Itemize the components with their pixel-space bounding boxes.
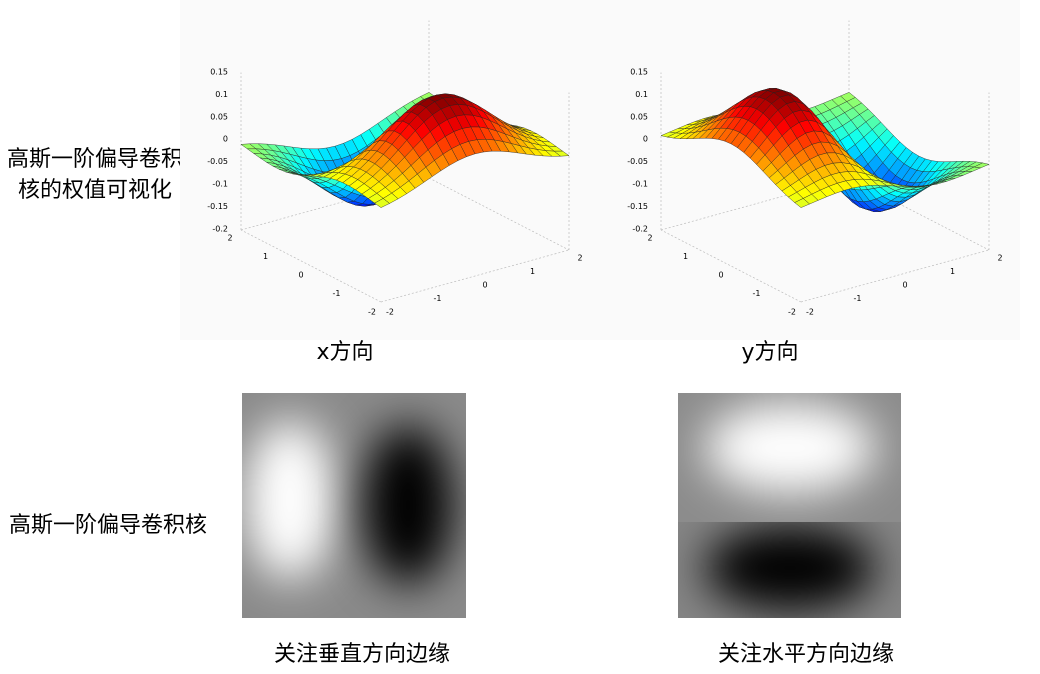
x-tick-label: 2 [577,254,582,263]
surface-patch [374,198,390,208]
box-line [380,249,570,303]
z-tick-label: -0.2 [212,224,228,233]
y-tick-label: 0 [298,271,303,280]
z-tick-label: -0.05 [627,157,648,166]
caption: 关注垂直方向边缘 [273,642,450,667]
y-tick-label: 2 [227,234,232,243]
x-tick-label: 1 [530,267,535,276]
x-tick-label: -1 [434,294,442,303]
caption: x方向 [316,340,374,365]
z-tick-label: 0.05 [630,112,648,121]
y-tick-label: -1 [753,289,761,298]
z-tick-label: -0.1 [632,180,648,189]
box-line [800,249,990,303]
z-tick-label: 0 [223,135,228,144]
row-label: 高斯一阶偏导卷积核 [8,513,207,538]
z-tick-label: 0.05 [210,112,228,121]
x-tick-label: -2 [386,308,394,317]
x-tick-label: -2 [806,308,814,317]
z-tick-label: -0.15 [627,202,648,211]
kernel-image [678,393,901,618]
kernel-image [242,393,466,618]
z-tick-label: 0 [643,135,648,144]
z-tick-label: -0.2 [632,224,648,233]
box-line [660,177,850,231]
surface-patch [794,198,810,208]
x-tick-label: 0 [902,281,907,290]
y-tick-label: -1 [333,289,341,298]
x-tick-label: 2 [997,254,1002,263]
z-tick-label: -0.05 [207,157,228,166]
caption: y方向 [741,340,799,365]
x-tick-label: 1 [950,267,955,276]
y-tick-label: 1 [683,252,688,261]
x-tick-label: 0 [482,281,487,290]
z-tick-label: -0.1 [212,180,228,189]
y-tick-label: 2 [647,234,652,243]
z-tick-label: 0.15 [210,68,228,77]
x-tick-label: -1 [854,294,862,303]
y-tick-label: -2 [368,308,376,317]
y-tick-label: -2 [788,308,796,317]
z-tick-label: -0.15 [207,202,228,211]
z-tick-label: 0.15 [630,68,648,77]
box-line [240,177,430,231]
z-tick-label: 0.1 [215,90,228,99]
z-tick-label: 0.1 [635,90,648,99]
y-tick-label: 0 [718,271,723,280]
caption: 关注水平方向边缘 [717,642,894,667]
y-tick-label: 1 [263,252,268,261]
row-label: 高斯一阶偏导卷积核的权值可视化 [6,147,183,203]
